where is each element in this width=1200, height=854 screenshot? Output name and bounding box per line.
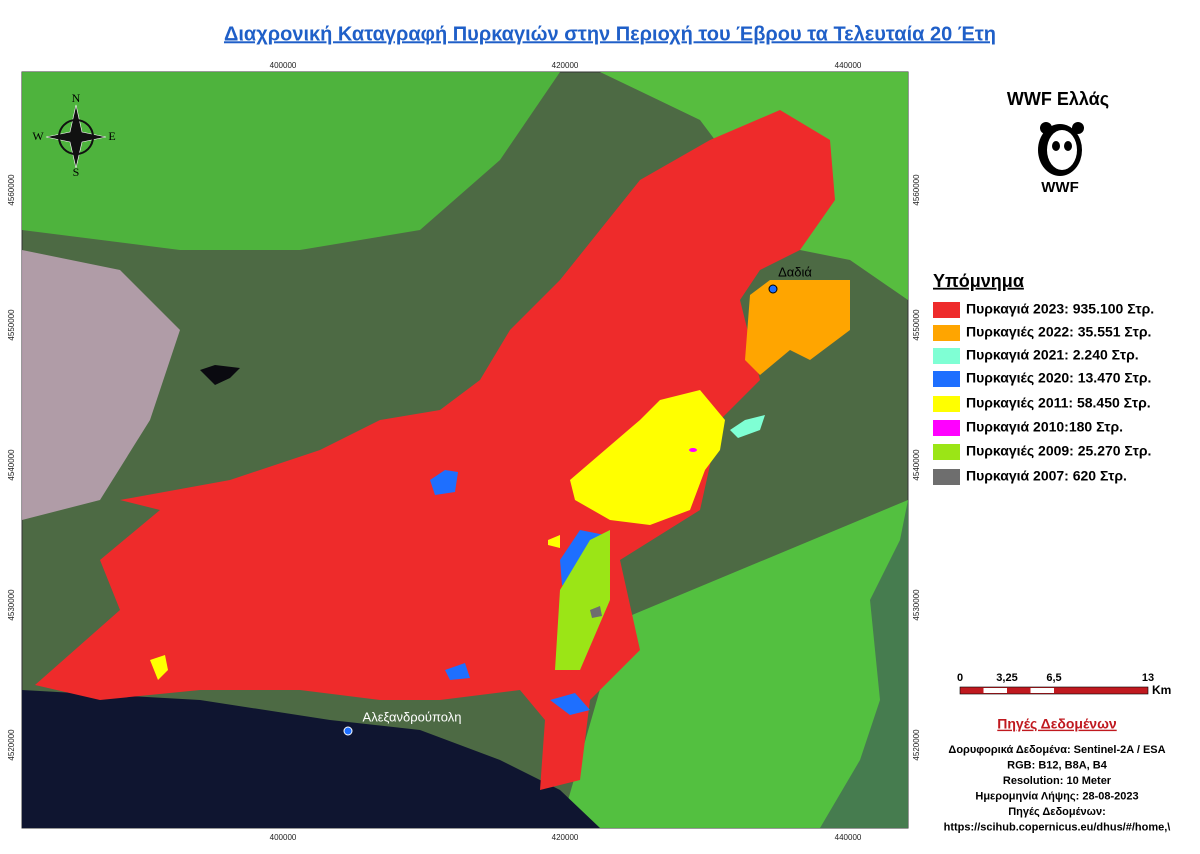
legend-label: Πυρκαγιές 2022: 35.551 Στρ. bbox=[966, 324, 1151, 340]
place-marker bbox=[768, 284, 778, 294]
y-tick-label: 4530000 bbox=[912, 589, 921, 621]
wwf-logo: WWF bbox=[1038, 122, 1084, 196]
compass-e: E bbox=[108, 129, 115, 143]
source-line: Resolution: 10 Meter bbox=[1003, 775, 1112, 787]
legend-label: Πυρκαγιά 2010:180 Στρ. bbox=[966, 419, 1123, 435]
logo-text: WWF bbox=[1041, 179, 1078, 196]
forest bbox=[22, 72, 560, 250]
compass-n: N bbox=[72, 91, 81, 105]
legend-swatch bbox=[933, 325, 960, 341]
scale-label: 6,5 bbox=[1046, 672, 1061, 684]
sea bbox=[22, 690, 600, 828]
urban bbox=[22, 250, 180, 520]
x-tick-label: 400000 bbox=[270, 61, 297, 70]
y-tick-label: 4520000 bbox=[912, 729, 921, 761]
scale-segment bbox=[1030, 688, 1054, 693]
legend-label: Πυρκαγιές 2020: 13.470 Στρ. bbox=[966, 370, 1151, 386]
y-tick-label: 4550000 bbox=[7, 309, 16, 341]
y-tick-label: 4540000 bbox=[7, 449, 16, 481]
legend-swatch bbox=[933, 396, 960, 412]
legend-label: Πυρκαγιά 2021: 2.240 Στρ. bbox=[966, 347, 1139, 363]
compass-w: W bbox=[32, 129, 44, 143]
y-tick-label: 4550000 bbox=[912, 309, 921, 341]
y-tick-label: 4530000 bbox=[7, 589, 16, 621]
fire-2021 bbox=[730, 415, 765, 438]
x-tick-label: 400000 bbox=[270, 833, 297, 842]
sources: Δορυφορικά Δεδομένα: Sentinel-2A / ESA RG… bbox=[944, 744, 1171, 834]
scale-label: 3,25 bbox=[996, 672, 1017, 684]
x-tick-label: 420000 bbox=[552, 61, 579, 70]
source-line: https://scihub.copernicus.eu/dhus/#/home… bbox=[944, 821, 1171, 833]
legend-swatch bbox=[933, 444, 960, 460]
fire-2007 bbox=[590, 606, 602, 618]
fire-2010 bbox=[689, 448, 697, 452]
source-line: Ημερομηνία Λήψης: 28-08-2023 bbox=[975, 790, 1138, 802]
y-tick-label: 4560000 bbox=[912, 174, 921, 206]
legend-swatch bbox=[933, 469, 960, 485]
legend-swatch bbox=[933, 348, 960, 364]
source-line: RGB: B12, B8A, B4 bbox=[1007, 759, 1108, 771]
legend-label: Πυρκαγιές 2011: 58.450 Στρ. bbox=[966, 395, 1151, 411]
sources-title: Πηγές Δεδομένων bbox=[997, 716, 1117, 732]
legend-swatch bbox=[933, 302, 960, 318]
legend-title: Υπόμνημα bbox=[933, 271, 1024, 291]
y-tick-label: 4520000 bbox=[7, 729, 16, 761]
fire-2023 bbox=[35, 110, 835, 790]
source-line: Πηγές Δεδομένων: bbox=[1008, 806, 1106, 818]
fire-2022 bbox=[745, 280, 850, 375]
title: Διαχρονική Καταγραφή Πυρκαγιών στην Περι… bbox=[224, 23, 996, 45]
x-tick-label: 420000 bbox=[552, 833, 579, 842]
scale-label: 13 bbox=[1142, 672, 1154, 684]
place-marker bbox=[343, 726, 353, 736]
scale-label: 0 bbox=[957, 672, 963, 684]
lake bbox=[200, 365, 240, 385]
place-label: Αλεξανδρούπολη bbox=[363, 709, 462, 724]
fire-2009 bbox=[555, 530, 610, 670]
legend: Πυρκαγιά 2023: 935.100 Στρ. Πυρκαγιές 202… bbox=[933, 301, 1154, 485]
legend-label: Πυρκαγιά 2023: 935.100 Στρ. bbox=[966, 301, 1154, 317]
x-tick-label: 440000 bbox=[835, 61, 862, 70]
fire-2011 bbox=[150, 390, 725, 680]
map: Δαδιά Αλεξανδρούπολη N E S W bbox=[21, 71, 909, 829]
river-delta bbox=[820, 500, 908, 828]
scale-segment bbox=[983, 688, 1007, 693]
place-label: Δαδιά bbox=[778, 264, 812, 279]
y-tick-label: 4560000 bbox=[7, 174, 16, 206]
compass: N E S W bbox=[32, 91, 115, 179]
legend-swatch bbox=[933, 420, 960, 436]
farmland bbox=[560, 500, 908, 828]
scale-unit: Km bbox=[1152, 683, 1171, 697]
legend-swatch bbox=[933, 371, 960, 387]
legend-label: Πυρκαγιές 2009: 25.270 Στρ. bbox=[966, 443, 1151, 459]
legend-label: Πυρκαγιά 2007: 620 Στρ. bbox=[966, 468, 1127, 484]
x-tick-label: 440000 bbox=[835, 833, 862, 842]
y-tick-label: 4540000 bbox=[912, 449, 921, 481]
org-name: WWF Ελλάς bbox=[1007, 89, 1109, 109]
compass-s: S bbox=[73, 165, 80, 179]
coordinate-ticks: 400000 420000 440000 400000 420000 440000 4560… bbox=[7, 61, 921, 842]
source-line: Δορυφορικά Δεδομένα: Sentinel-2A / ESA bbox=[948, 744, 1165, 756]
